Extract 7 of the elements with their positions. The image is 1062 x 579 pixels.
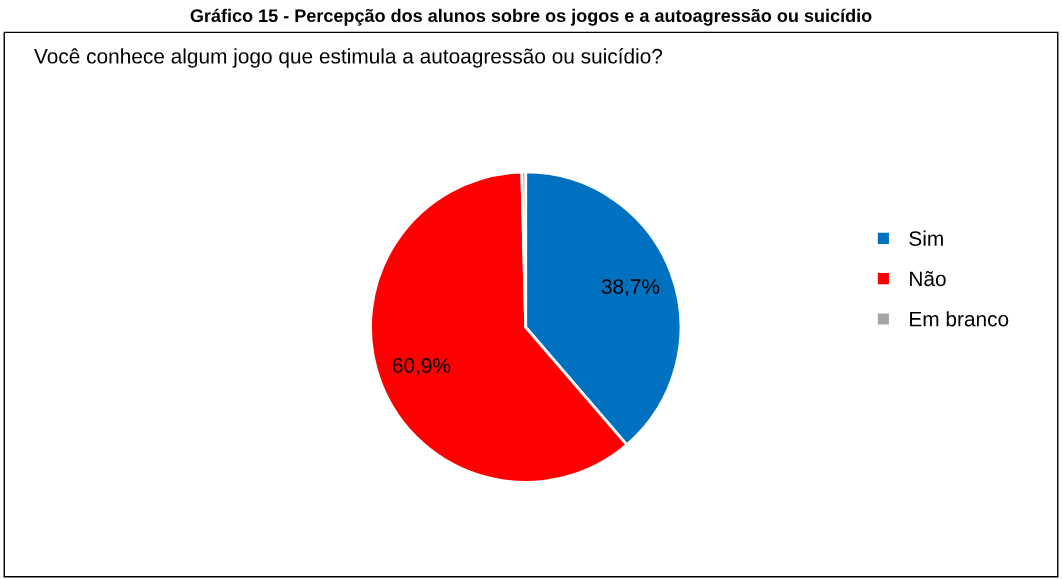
data-label: 60,9% <box>392 358 451 376</box>
legend-label: Sim <box>909 230 943 246</box>
data-label: 38,7% <box>601 279 660 297</box>
legend-label: Em branco <box>910 311 1009 327</box>
legend-label: Não <box>910 271 946 287</box>
chart-title: Gráfico 15 - Percepção dos alunos sobre os jogos e a autoagressão ou suicídio <box>190 8 872 26</box>
chart-subtitle: Você conhece algum jogo que estimula a autoagressão ou suicídio? <box>34 48 663 68</box>
